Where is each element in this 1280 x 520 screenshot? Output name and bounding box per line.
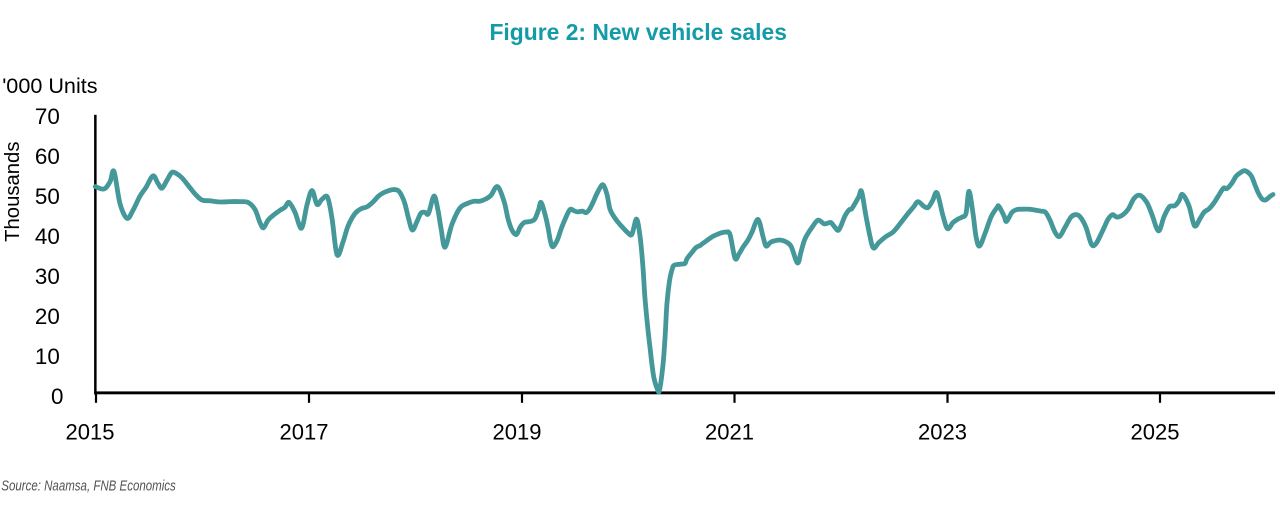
svg-text:Figure 2: New vehicle sales: Figure 2: New vehicle sales — [489, 19, 787, 45]
svg-text:60: 60 — [35, 144, 60, 169]
svg-text:2023: 2023 — [918, 420, 967, 445]
svg-text:10: 10 — [35, 344, 60, 369]
svg-text:2021: 2021 — [705, 420, 754, 445]
svg-text:70: 70 — [35, 104, 60, 129]
svg-text:Source: Naamsa, FNB Economics: Source: Naamsa, FNB Economics — [1, 478, 176, 495]
svg-text:50: 50 — [35, 184, 60, 209]
svg-text:2025: 2025 — [1131, 420, 1180, 445]
svg-text:30: 30 — [35, 264, 60, 289]
svg-text:20: 20 — [35, 304, 60, 329]
svg-text:0: 0 — [51, 384, 63, 409]
svg-text:2019: 2019 — [493, 420, 542, 445]
svg-text:Thousands: Thousands — [2, 142, 24, 242]
svg-text:'000 Units: '000 Units — [2, 73, 98, 98]
svg-text:40: 40 — [35, 224, 60, 249]
svg-text:2015: 2015 — [66, 420, 115, 445]
svg-text:2017: 2017 — [280, 420, 329, 445]
